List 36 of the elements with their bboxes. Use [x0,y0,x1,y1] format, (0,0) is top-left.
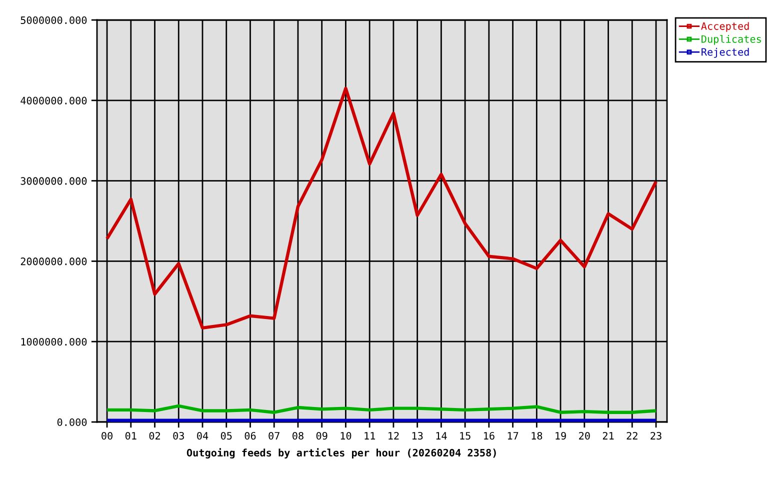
y-tick-label: 4000000.000 [20,96,87,104]
x-tick-label: 13 [412,432,423,440]
x-tick-label: 22 [626,432,638,440]
y-tick-label: 0.000 [57,418,87,426]
x-axis-title: Outgoing feeds by articles per hour (20260204 2358) [186,448,496,458]
legend-label: Duplicates [702,34,761,45]
x-tick-label: 04 [197,432,208,440]
x-tick-label: 05 [220,432,232,440]
line-series [105,86,658,330]
x-tick-label: 01 [125,432,136,440]
x-tick-label: 07 [268,432,280,440]
x-tick-label: 15 [460,432,470,440]
x-tick-label: 00 [102,432,112,440]
x-tick-label: 11 [364,432,376,440]
y-tick-label: 3000000.000 [20,177,87,185]
x-tick-label: 21 [602,432,614,440]
x-tick-label: 12 [388,432,399,440]
x-tick-label: 08 [292,432,304,440]
x-tick-label: 20 [579,432,590,440]
x-tick-label: 23 [650,432,662,440]
x-tick-label: 09 [316,432,328,440]
x-tick-label: 17 [508,432,518,440]
x-tick-label: 02 [149,432,160,440]
x-tick-label: 14 [436,432,447,440]
x-tick-label: 06 [244,432,256,440]
x-tick-label: 10 [340,432,352,440]
x-tick-label: 03 [173,432,184,440]
legend-label: Accepted [701,22,749,32]
y-tick-label: 2000000.000 [20,258,87,266]
y-tick-label: 5000000.000 [20,16,87,24]
y-tick-label: 1000000.000 [21,338,87,346]
line-series [105,404,658,414]
x-tick-label: 19 [556,432,566,440]
legend-label: Rejected [702,48,749,58]
x-tick-label: 18 [532,432,542,440]
x-tick-label: 16 [484,432,494,440]
